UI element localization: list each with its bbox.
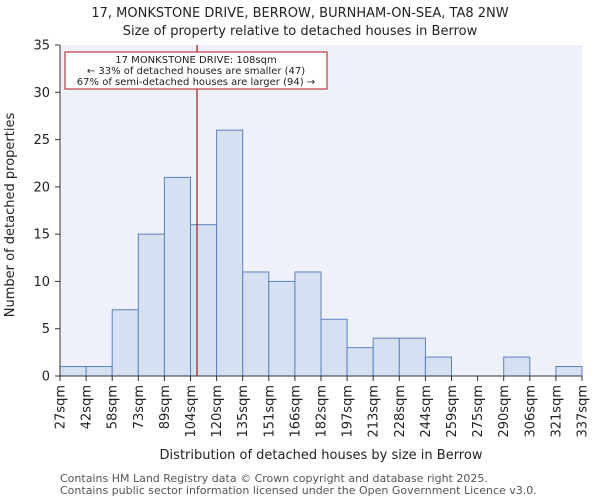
y-tick-label: 35: [33, 39, 50, 54]
y-tick-label: 10: [33, 275, 50, 290]
bar-290sqm: [503, 356, 531, 377]
bars-group: [59, 129, 583, 377]
bar-27sqm: [59, 366, 87, 377]
y-tick-label: 20: [33, 180, 50, 195]
bar-89sqm: [163, 176, 191, 377]
x-tick-label: 306sqm: [523, 385, 538, 438]
y-tick-label: 25: [33, 133, 50, 148]
bar-228sqm: [398, 337, 426, 377]
bar-182sqm: [320, 318, 348, 377]
annotation-line-1: 17 MONKSTONE DRIVE: 108sqm: [115, 55, 276, 66]
x-tick-label: 228sqm: [393, 385, 408, 438]
bar-73sqm: [137, 233, 165, 377]
x-tick-label: 182sqm: [315, 385, 330, 438]
bar-321sqm: [555, 366, 583, 377]
bar-151sqm: [268, 280, 296, 377]
x-tick-label: 151sqm: [262, 385, 277, 438]
y-tick-label: 15: [33, 228, 50, 243]
x-tick-label: 89sqm: [158, 385, 173, 429]
bar-213sqm: [372, 337, 400, 377]
x-tick-label: 58sqm: [106, 385, 121, 429]
y-axis-ticks: 0 5 10 15 20 25 30 35: [33, 39, 60, 385]
bar-166sqm: [294, 271, 322, 377]
x-tick-label: 135sqm: [236, 385, 251, 438]
footer-line-1: Contains HM Land Registry data © Crown c…: [60, 472, 488, 485]
x-axis-ticks: 27sqm 42sqm 58sqm 73sqm 89sqm 104sqm 120sqm 135…: [54, 376, 591, 438]
x-tick-label: 337sqm: [576, 385, 591, 438]
x-tick-label: 244sqm: [419, 385, 434, 438]
annotation-line-3: 67% of semi-detached houses are larger (…: [77, 77, 315, 88]
y-tick-label: 30: [33, 86, 50, 101]
x-tick-label: 27sqm: [54, 385, 69, 429]
bar-135sqm: [242, 271, 270, 377]
bar-120sqm: [216, 129, 244, 377]
bar-42sqm: [85, 366, 113, 377]
x-tick-label: 290sqm: [497, 385, 512, 438]
bar-58sqm: [111, 309, 139, 377]
x-tick-label: 42sqm: [80, 385, 95, 429]
bar-104sqm: [190, 224, 218, 377]
x-tick-label: 197sqm: [341, 385, 356, 438]
chart-title-line1: 17, MONKSTONE DRIVE, BERROW, BURNHAM-ON-…: [91, 6, 508, 21]
x-tick-label: 275sqm: [471, 385, 486, 438]
bar-197sqm: [346, 347, 374, 377]
annotation-box: [64, 51, 328, 90]
x-tick-label: 213sqm: [367, 385, 382, 438]
x-tick-label: 166sqm: [288, 385, 303, 438]
x-tick-label: 259sqm: [445, 385, 460, 438]
y-tick-label: 0: [42, 370, 50, 385]
bar-244sqm: [424, 356, 452, 377]
x-tick-label: 104sqm: [184, 385, 199, 438]
x-axis-label: Distribution of detached houses by size …: [160, 448, 483, 463]
footer-line-2: Contains public sector information licen…: [60, 484, 537, 497]
x-tick-label: 321sqm: [549, 385, 564, 438]
x-tick-label: 73sqm: [132, 385, 147, 429]
annotation-line-2: ← 33% of detached houses are smaller (47…: [87, 66, 305, 77]
y-tick-label: 5: [42, 322, 50, 337]
y-axis-label: Number of detached properties: [3, 113, 18, 318]
chart-title-line2: Size of property relative to detached ho…: [123, 24, 478, 39]
x-tick-label: 120sqm: [210, 385, 225, 438]
